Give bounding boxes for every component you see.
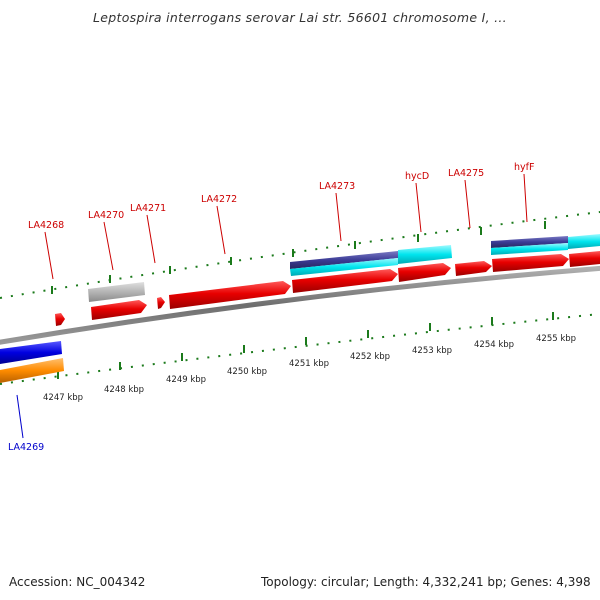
upper-major-ticks: [51, 221, 546, 294]
label-LA4269[interactable]: LA4269: [8, 442, 44, 453]
lower-major-ticks: [57, 312, 554, 379]
tick-label-4247: 4247 kbp: [43, 393, 83, 403]
tick-label-4250: 4250 kbp: [227, 367, 267, 377]
tick-label-4255: 4255 kbp: [536, 334, 576, 344]
gene-LA4270[interactable]: [91, 300, 147, 320]
gene-LA4270-grey[interactable]: [88, 282, 145, 302]
gene-LA4269-orange[interactable]: [0, 358, 64, 383]
reverse-features: [0, 341, 64, 383]
genome-summary-text: Topology: circular; Length: 4,332,241 bp…: [261, 575, 591, 589]
gene-LA4271[interactable]: [157, 297, 165, 309]
tick-label-4252: 4252 kbp: [350, 352, 390, 362]
gene-LA4272[interactable]: [169, 281, 291, 309]
gene-hyfF-navy[interactable]: [491, 236, 568, 248]
forward-features: [55, 234, 600, 326]
label-LA4272[interactable]: LA4272: [201, 194, 237, 205]
gene-next[interactable]: [569, 251, 600, 267]
chromosome-backbone: [0, 265, 600, 345]
map-title: Leptospira interrogans serovar Lai str. …: [93, 10, 507, 25]
label-LA4270[interactable]: LA4270: [88, 210, 124, 221]
gene-LA4273-cyan[interactable]: [290, 258, 398, 276]
label-leaders: [16, 173, 528, 439]
label-hycD[interactable]: hycD: [405, 171, 429, 182]
label-LA4268[interactable]: LA4268: [28, 220, 64, 231]
scale-labels: 4247 kbp 4248 kbp 4249 kbp 4250 kbp 4251…: [43, 334, 576, 403]
label-LA4271[interactable]: LA4271: [130, 203, 166, 214]
gene-LA4275[interactable]: [455, 261, 492, 276]
gene-next-cyan[interactable]: [568, 234, 600, 249]
gene-LA4269[interactable]: [0, 341, 62, 364]
gene-hycD-cyan[interactable]: [398, 245, 452, 264]
label-LA4275[interactable]: LA4275: [448, 168, 484, 179]
label-hyfF[interactable]: hyfF: [514, 162, 534, 173]
label-LA4273[interactable]: LA4273: [319, 181, 355, 192]
tick-label-4253: 4253 kbp: [412, 346, 452, 356]
tick-label-4249: 4249 kbp: [166, 375, 206, 385]
accession-text: Accession: NC_004342: [9, 575, 146, 589]
gene-LA4268[interactable]: [55, 313, 65, 326]
gene-hycD[interactable]: [398, 263, 451, 282]
tick-label-4251: 4251 kbp: [289, 359, 329, 369]
gene-hyfF-cyan[interactable]: [491, 243, 568, 255]
gene-labels: LA4268 LA4269 LA4270 LA4271 LA4272 LA427…: [8, 162, 534, 453]
gene-LA4273-navy[interactable]: [290, 251, 398, 269]
tick-label-4248: 4248 kbp: [104, 385, 144, 395]
gene-LA4273[interactable]: [292, 269, 398, 293]
tick-label-4254: 4254 kbp: [474, 340, 514, 350]
gene-hyfF[interactable]: [492, 254, 569, 272]
